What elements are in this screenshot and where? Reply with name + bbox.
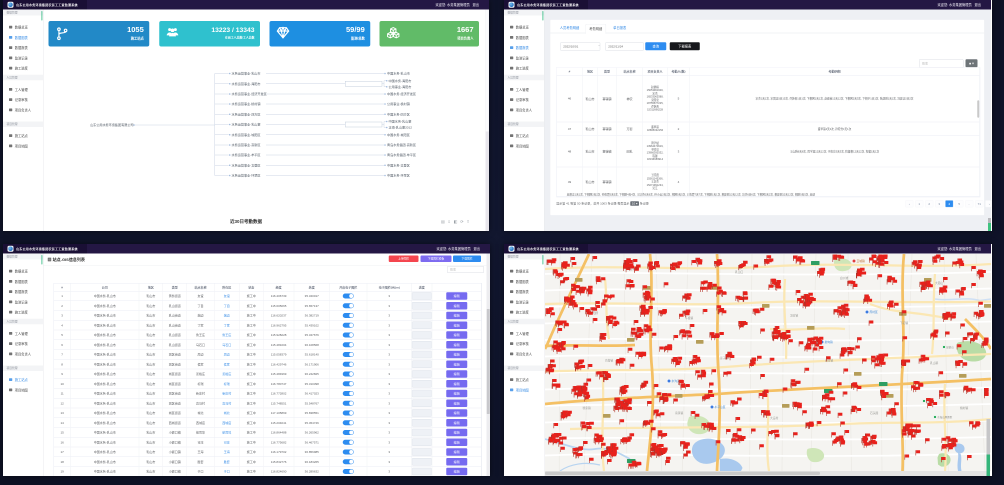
svg-text:南黄镇: 南黄镇 [675, 411, 683, 415]
svg-text:冯家镇: 冯家镇 [790, 314, 798, 318]
svg-text:周村区: 周村区 [870, 310, 878, 314]
svg-text:中国水务-环翠区: 中国水务-环翠区 [387, 173, 410, 178]
svg-text:公用事业-海阳市: 公用事业-海阳市 [389, 84, 412, 89]
svg-text:诸往镇: 诸往镇 [825, 359, 833, 363]
svg-text:乳山口: 乳山口 [735, 270, 743, 274]
svg-text:徐家镇: 徐家镇 [583, 406, 591, 410]
svg-text:水务运营事业-海阳市: 水务运营事业-海阳市 [232, 81, 261, 86]
svg-text:夏村镇: 夏村镇 [630, 267, 638, 271]
svg-text:午极镇: 午极镇 [685, 316, 693, 320]
svg-text:水务运营事业-高新区: 水务运营事业-高新区 [232, 142, 261, 147]
svg-text:水沟头: 水沟头 [672, 379, 680, 383]
svg-text:中国水务-城阳区: 中国水务-城阳区 [387, 132, 410, 137]
svg-text:青岛水务集团-牟平区: 青岛水务集团-牟平区 [387, 152, 416, 157]
svg-text:桃村镇: 桃村镇 [960, 406, 968, 410]
svg-text:石头圈: 石头圈 [870, 411, 878, 415]
svg-text:乳山寨: 乳山寨 [930, 361, 938, 365]
svg-text:中国水务-海阳市: 中国水务-海阳市 [389, 78, 412, 83]
svg-text:夏甸镇: 夏甸镇 [825, 340, 833, 344]
svg-text:山东公用水务环境集团有限公司: 山东公用水务环境集团有限公司 [90, 122, 134, 127]
svg-text:水务运营事业-环翠区: 水务运营事业-环翠区 [232, 173, 261, 178]
svg-text:青岛水务集团-高新区: 青岛水务集团-高新区 [387, 142, 416, 147]
svg-text:水务运营事业-乳山市: 水务运营事业-乳山市 [232, 71, 261, 76]
svg-text:中国水务-乳山市: 中国水务-乳山市 [387, 71, 410, 76]
svg-text:中国水务-经济开发区: 中国水务-经济开发区 [387, 91, 416, 96]
svg-text:水务运营事业-城阳区: 水务运营事业-城阳区 [232, 132, 261, 137]
svg-text:育黎镇: 育黎镇 [605, 359, 613, 363]
svg-text:水务运营事业-四方区: 水务运营事业-四方区 [232, 111, 261, 116]
svg-text:牟平山区: 牟平山区 [715, 405, 726, 409]
svg-text:东海山风景区: 东海山风景区 [937, 415, 953, 419]
svg-text:海阳所: 海阳所 [590, 311, 598, 315]
svg-text:正海-乳山寨2012: 正海-乳山寨2012 [389, 125, 413, 130]
svg-text:大孤山: 大孤山 [935, 281, 943, 285]
svg-text:中国水务-乳山寨: 中国水务-乳山寨 [389, 119, 412, 124]
svg-text:昆嵛山: 昆嵛山 [946, 345, 954, 349]
svg-text:中国水务-文登区: 中国水务-文登区 [387, 162, 410, 167]
svg-text:大庄村: 大庄村 [770, 416, 778, 420]
svg-text:中国水务-四方区: 中国水务-四方区 [387, 111, 410, 116]
svg-text:水务运营事业-乳山寨: 水务运营事业-乳山寨 [232, 122, 261, 127]
svg-text:崖子镇: 崖子镇 [720, 356, 728, 360]
svg-text:白沙滩: 白沙滩 [840, 276, 848, 280]
svg-text:公用事业-桃村镇: 公用事业-桃村镇 [387, 101, 410, 106]
svg-text:下初镇: 下初镇 [900, 321, 908, 325]
svg-text:卫城镇: 卫城镇 [857, 259, 865, 263]
svg-text:水务运营事业-文登区: 水务运营事业-文登区 [232, 162, 261, 167]
svg-text:水务运营事业-牟平区: 水务运营事业-牟平区 [232, 152, 261, 157]
svg-text:水务运营事业-桃村镇: 水务运营事业-桃村镇 [232, 101, 261, 106]
svg-text:水务运营事业-经济开发区: 水务运营事业-经济开发区 [232, 91, 267, 96]
